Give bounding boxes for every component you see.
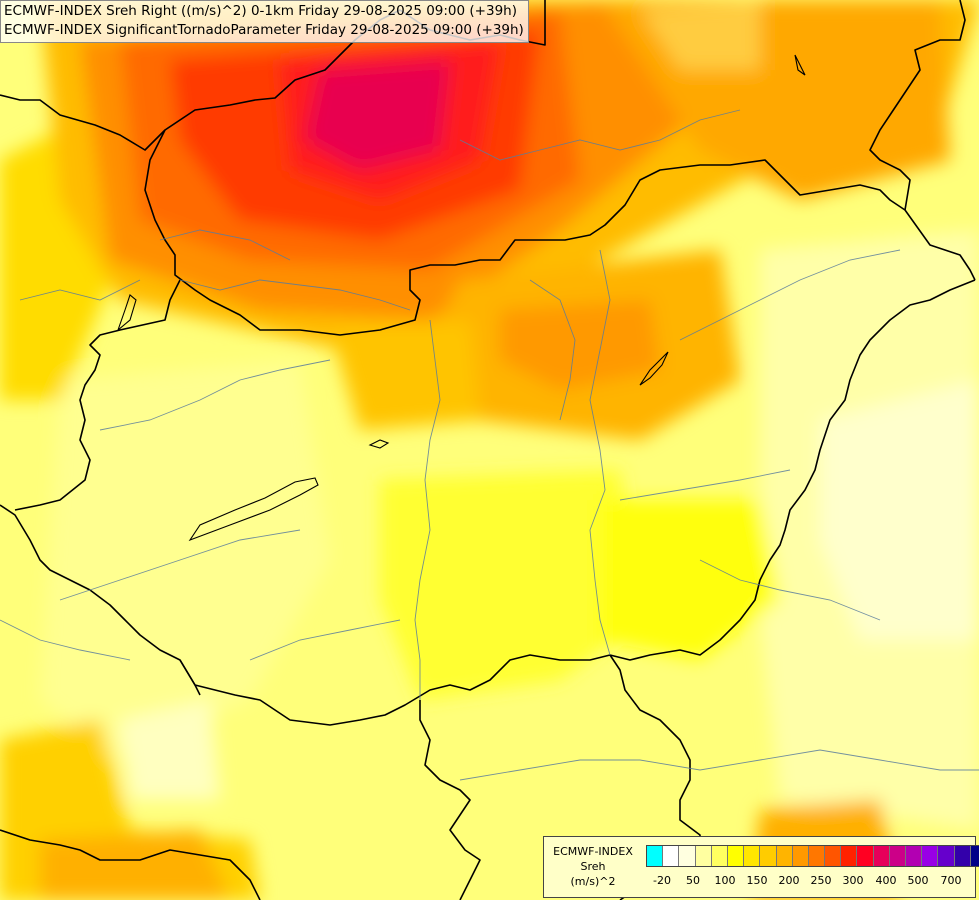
legend-swatch <box>808 846 826 866</box>
lakes <box>116 54 806 542</box>
legend-swatch <box>760 846 777 866</box>
legend-swatch <box>841 846 858 866</box>
legend-swatch <box>970 846 979 866</box>
legend-swatch <box>954 846 971 866</box>
legend-swatch <box>647 846 664 866</box>
legend-tick-label: 200 <box>778 874 800 887</box>
rivers-regions <box>0 109 979 781</box>
legend-swatch <box>857 846 874 866</box>
legend-source: ECMWF-INDEX <box>553 845 633 858</box>
legend-caption: ECMWF-INDEX Sreh (m/s)^2 <box>544 844 642 889</box>
legend-swatch <box>711 846 728 866</box>
title-line-sreh: ECMWF-INDEX Sreh Right ((m/s)^2) 0-1km F… <box>4 3 517 19</box>
legend-swatch <box>663 846 680 866</box>
legend-unit: (m/s)^2 <box>570 875 616 888</box>
legend-tick-label: -20 <box>653 874 671 887</box>
legend-swatch <box>825 846 842 866</box>
legend-color-bar <box>646 845 979 867</box>
legend-swatch <box>776 846 793 866</box>
legend-swatch <box>873 846 890 866</box>
legend-swatch <box>889 846 906 866</box>
legend-swatch <box>938 846 955 866</box>
legend-swatch <box>922 846 939 866</box>
legend-tick-labels: -20 50 100 150 200 250 300 400 500 700 <box>646 874 971 888</box>
legend-swatch <box>695 846 712 866</box>
color-legend: ECMWF-INDEX Sreh (m/s)^2 -20 50 100 150 200 2… <box>543 836 979 898</box>
legend-swatch <box>792 846 809 866</box>
legend-variable: Sreh <box>580 860 606 873</box>
legend-tick-label: 50 <box>686 874 700 887</box>
legend-tick-label: 400 <box>875 874 897 887</box>
legend-tick-label: 700 <box>940 874 962 887</box>
legend-swatch <box>906 846 923 866</box>
map-title-box: ECMWF-INDEX Sreh Right ((m/s)^2) 0-1km F… <box>0 0 529 43</box>
legend-swatch <box>679 846 696 866</box>
legend-swatch <box>744 846 761 866</box>
legend-tick-label: 100 <box>714 874 736 887</box>
legend-tick-label: 500 <box>907 874 929 887</box>
legend-swatch <box>727 846 745 866</box>
title-line-stp: ECMWF-INDEX SignificantTornadoParameter … <box>4 22 524 38</box>
legend-tick-label: 150 <box>746 874 768 887</box>
legend-tick-label: 300 <box>842 874 864 887</box>
legend-tick-label: 250 <box>810 874 832 887</box>
